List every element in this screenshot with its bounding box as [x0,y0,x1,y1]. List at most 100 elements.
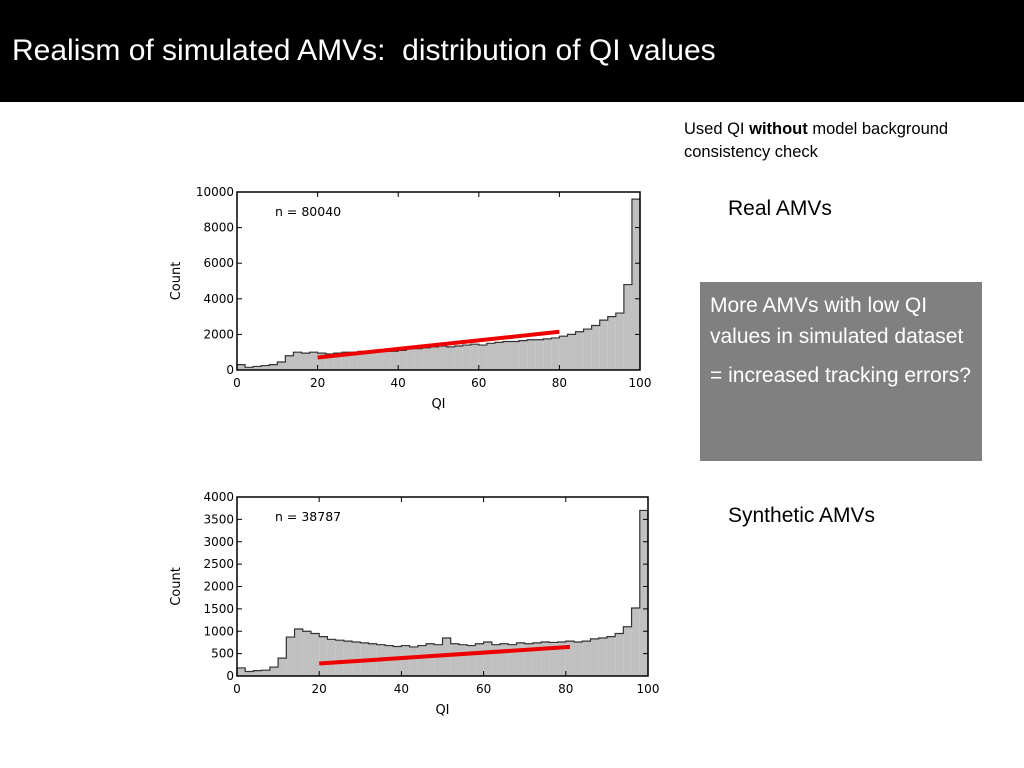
synth-trend-line [319,644,571,666]
synth-histogram-bar [458,644,468,676]
synth-histogram-bar [590,638,599,676]
real-histogram-bar [519,340,528,370]
synth-histogram-bar [557,641,566,676]
synthetic-amvs-label: Synthetic AMVs [728,504,876,527]
real-x-axis-label: QI [431,397,445,412]
real-histogram-bar [317,353,326,370]
synth-y-tick-label: 2500 [203,557,234,571]
real-y-tick-label: 4000 [203,292,234,306]
real-histogram-bar [623,284,632,370]
real-histogram-bar [535,339,544,370]
synth-histogram-bar [286,637,295,676]
real-histogram-bar [253,366,262,370]
synth-sample-size-annotation: n = 38787 [275,509,341,524]
synth-histogram-bar [491,644,501,676]
synth-histogram-bar [261,670,270,676]
real-histogram-bar [575,331,584,370]
synth-x-tick-label: 0 [233,682,241,696]
method-note: Used QI without model background consist… [684,118,1014,164]
real-histogram-bar [422,347,431,370]
real-histogram-bar [365,352,375,370]
real-histogram-bar [454,345,463,370]
synthetic-amvs-histogram: 0 20 40 60 80 1000500100015002000250030003500… [169,490,660,718]
real-histogram-bar [414,348,423,370]
real-y-tick-label: 6000 [203,256,234,270]
real-x-tick-label: 80 [552,376,567,390]
real-histogram-bar [406,348,415,370]
real-histogram-bar [599,320,608,370]
real-amvs-label: Real AMVs [728,197,832,220]
real-histogram-bar [559,336,568,370]
synth-x-tick-label: 40 [394,682,409,696]
synth-histogram-bar [310,633,320,676]
real-histogram-bar [245,367,254,370]
real-histogram-bar [494,342,503,370]
real-histogram-bar [607,316,616,370]
synth-y-tick-label: 4000 [203,490,234,504]
synth-histogram-bar [327,639,336,676]
real-histogram-bar [382,350,391,370]
real-histogram-bar [462,345,471,370]
real-y-tick-label: 2000 [203,327,234,341]
method-note-prefix: Used QI [684,120,750,138]
real-histogram-bar [543,338,552,370]
synth-histogram-bar [467,645,476,676]
real-histogram-bar [237,364,246,370]
real-histogram-bar [301,353,310,370]
real-x-tick-label: 60 [471,376,486,390]
synth-x-axis-label: QI [435,703,449,718]
synth-histogram-bar [269,667,279,676]
synth-histogram-bar [335,640,344,676]
real-y-tick-label: 10000 [196,185,234,199]
real-sample-size-annotation: n = 80040 [275,204,341,219]
real-histogram-bar [277,361,286,370]
real-x-tick-label: 0 [233,376,241,390]
real-histogram-bar [285,355,294,370]
synth-histogram-bar [409,646,418,676]
real-histogram-bar [293,352,302,370]
real-histogram-bar [309,352,318,370]
synth-histogram-bar [417,645,427,676]
real-histogram-bar [567,334,576,370]
real-histogram-bar [478,345,487,370]
synth-histogram-bar [475,643,484,676]
real-x-tick-label: 40 [391,376,406,390]
synth-histogram-bar [302,631,311,676]
synth-histogram-bar [294,629,303,676]
real-histogram-bar [333,353,342,370]
synth-histogram-bar [508,644,517,676]
callout-line-1: More AMVs with low QI values in simulate… [710,294,964,348]
synth-y-tick-label: 1000 [203,624,234,638]
real-histogram-bar [357,351,366,370]
real-histogram-bar [438,345,447,370]
real-histogram-bar [502,341,512,370]
synth-histogram-bar [500,643,509,676]
synth-histogram-bar [343,641,353,676]
real-histogram-bar [374,350,383,370]
synth-histogram-bar [401,645,410,676]
real-x-tick-label: 20 [310,376,325,390]
real-histogram-bar [325,353,334,370]
callout-line-2: = increased tracking errors? [710,364,971,387]
synth-histogram-bar [319,636,328,676]
real-histogram-bar [470,344,479,370]
synth-x-tick-label: 80 [558,682,573,696]
synth-histogram-bar [631,607,640,676]
synth-histogram-bar [582,641,591,676]
synth-histogram-bar [483,641,492,676]
real-histogram-bar [486,343,495,370]
synth-y-tick-label: 0 [226,669,234,683]
real-histogram-bar [261,365,270,370]
real-histogram-bar [591,325,600,370]
synth-histogram-bar [541,641,550,676]
synth-histogram-bar [549,642,558,676]
real-y-tick-label: 8000 [203,221,234,235]
real-histogram-bar [341,352,350,370]
synth-histogram-bar [253,670,262,676]
real-histogram-bar [583,329,592,370]
real-histogram-bar [349,352,358,370]
real-amvs-histogram: 0 20 40 60 80 100 0 2000 4000 6000 8000 10000 QI Coun… [169,185,651,412]
synth-x-tick-label: 100 [637,682,660,696]
synth-histogram-bar [606,636,616,676]
synth-y-tick-label: 2000 [203,580,234,594]
